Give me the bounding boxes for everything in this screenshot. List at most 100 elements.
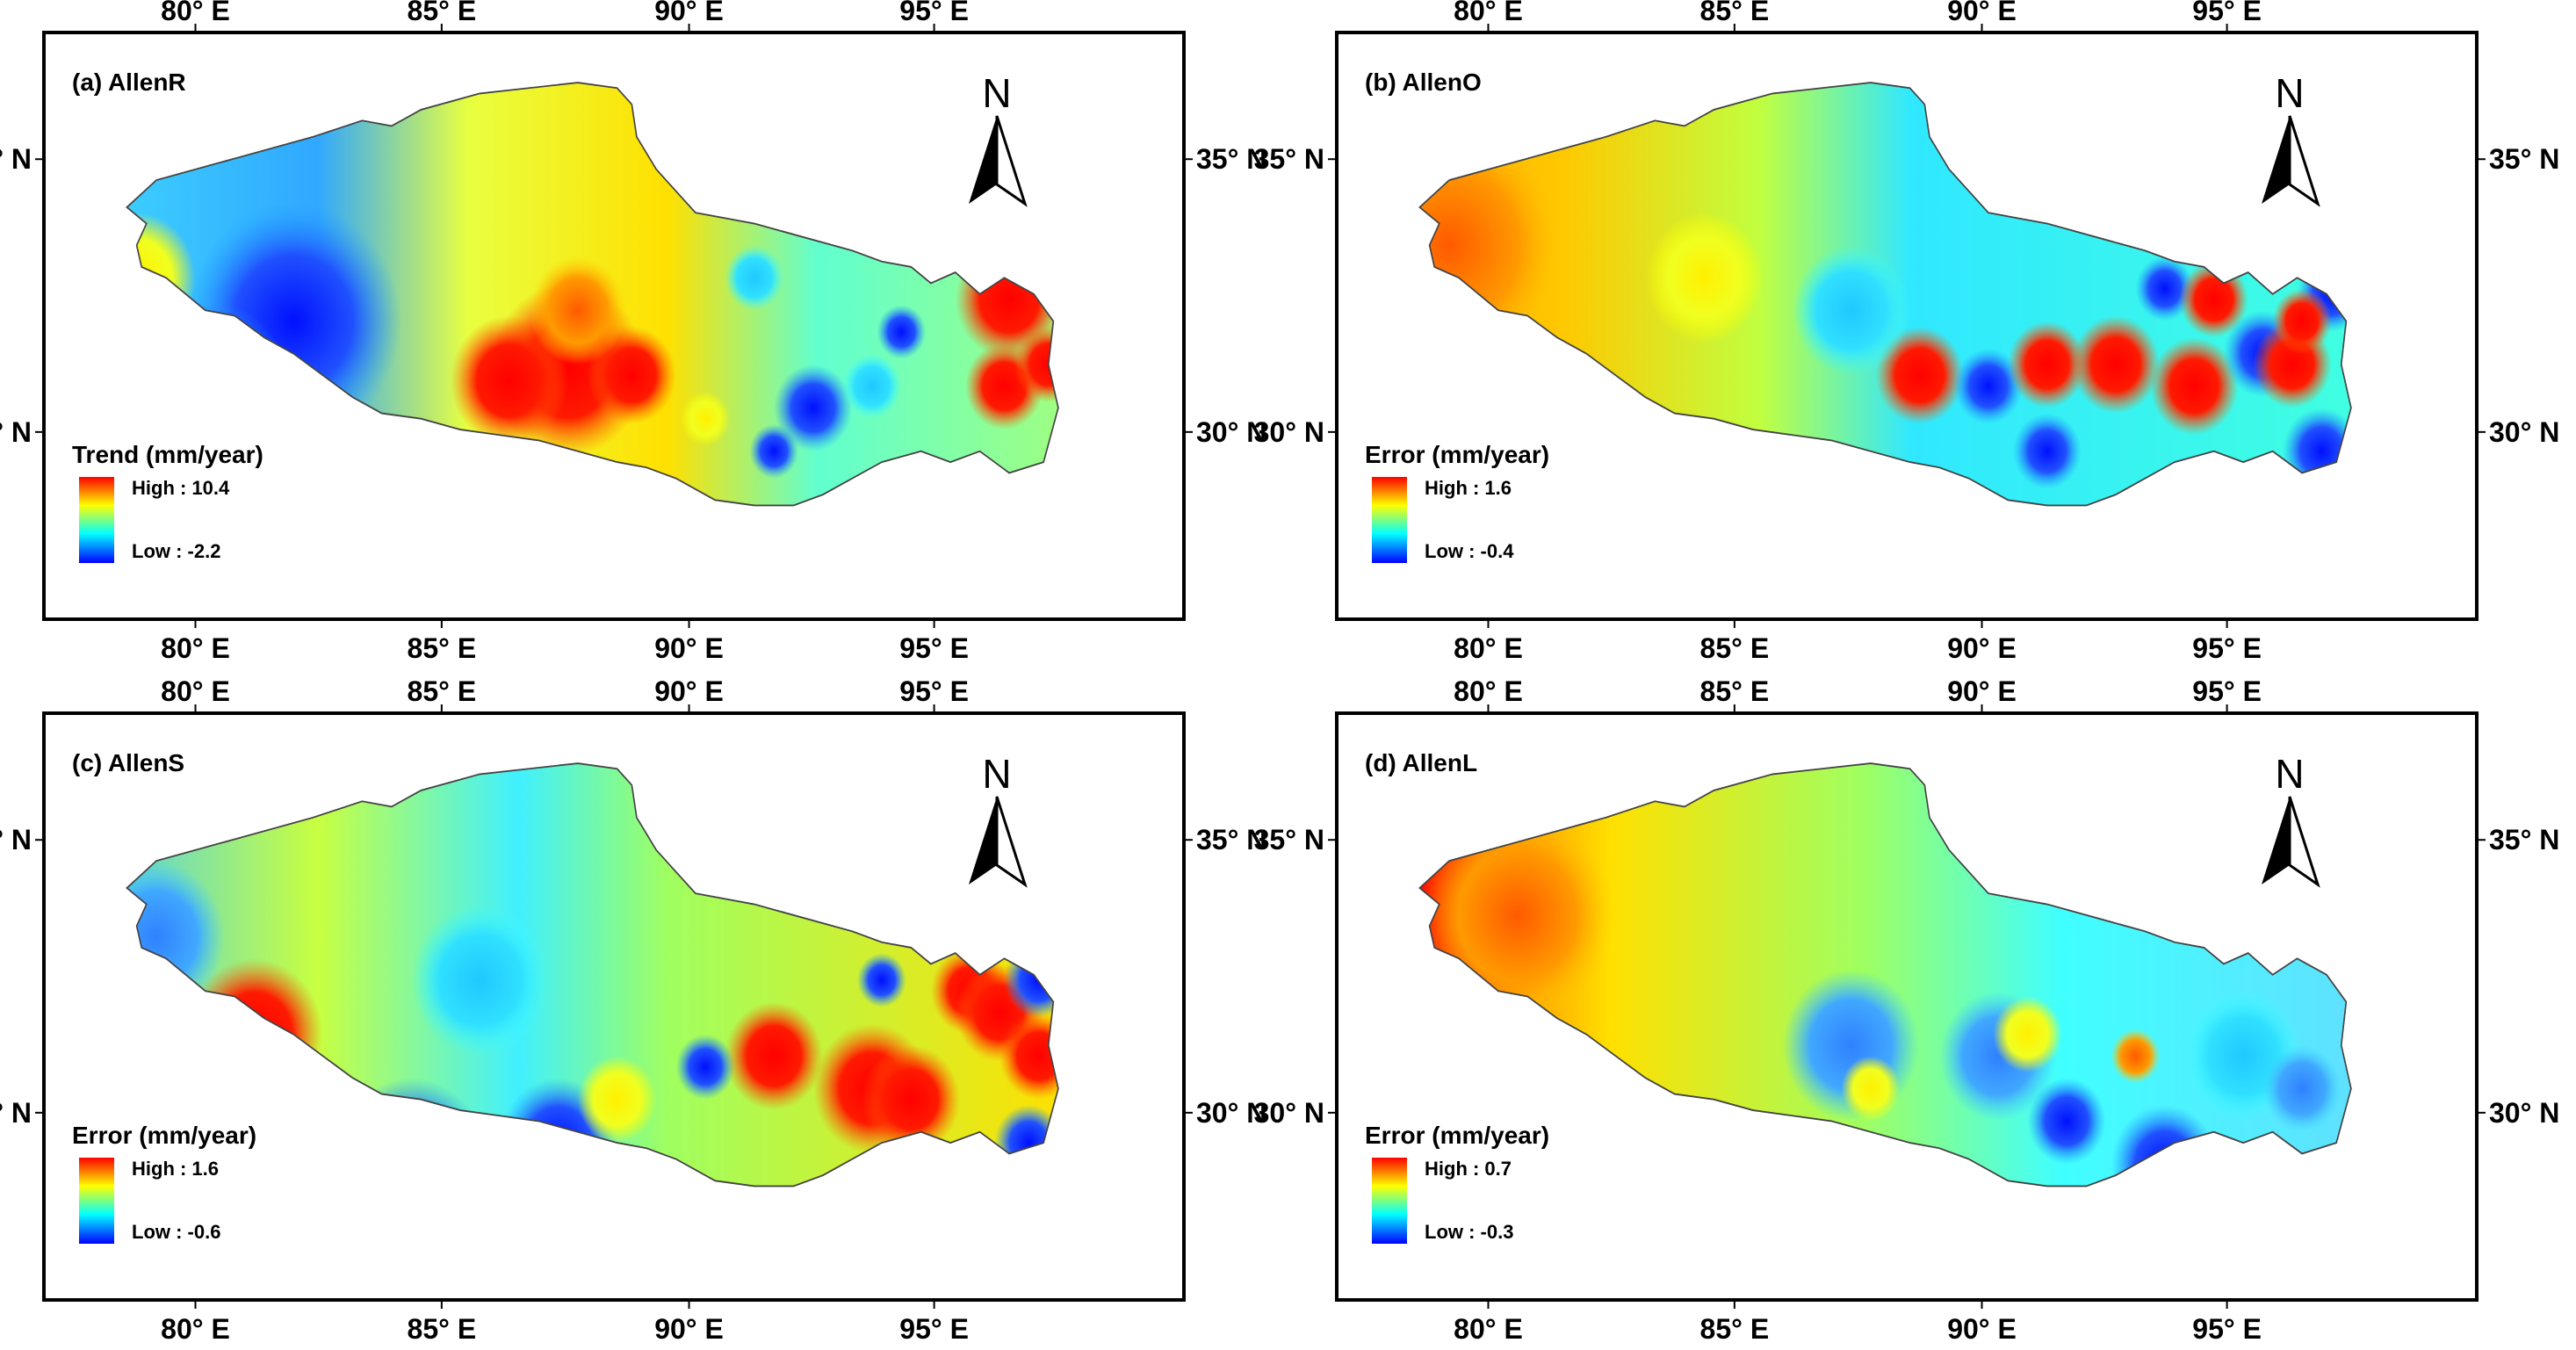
longitude-label-bottom: 80° E <box>1454 632 1523 664</box>
map-panel-a: 80° E 80° E 85° E 85° E 90° E 90° E 95° E 95° E… <box>0 0 1266 664</box>
longitude-label-bottom: 95° E <box>2192 1313 2262 1345</box>
north-letter: N <box>2275 70 2304 116</box>
interpolation-hotspot <box>675 1034 735 1100</box>
legend-low-label: Low : -0.4 <box>1425 540 1514 562</box>
latitude-label-left: 35° N <box>0 143 32 175</box>
longitude-label-bottom: 90° E <box>1947 632 2017 664</box>
interpolation-hotspot <box>749 423 799 479</box>
interpolation-hotspot <box>2012 413 2082 489</box>
longitude-label-bottom: 95° E <box>899 1313 969 1345</box>
longitude-label-bottom: 85° E <box>1700 632 1770 664</box>
latitude-label-right: 30° N <box>2489 416 2559 448</box>
map-panel-b: 80° E 80° E 85° E 85° E 90° E 90° E 95° E 95° E… <box>1254 0 2560 664</box>
longitude-label-bottom: 80° E <box>161 1313 230 1345</box>
interpolation-hotspot <box>2272 288 2332 354</box>
longitude-label-top: 80° E <box>161 0 230 26</box>
longitude-label-top: 95° E <box>2192 0 2262 26</box>
longitude-label-top: 90° E <box>654 0 724 26</box>
north-letter: N <box>982 70 1011 116</box>
interpolation-hotspot <box>1645 213 1764 343</box>
interpolation-hotspot <box>862 1045 961 1154</box>
color-legend: Trend (mm/year) High : 10.4 Low : -2.2 <box>72 441 263 563</box>
longitude-label-bottom: 90° E <box>1947 1313 2017 1345</box>
legend-low-label: Low : -0.6 <box>132 1221 220 1243</box>
longitude-label-top: 85° E <box>1700 675 1770 707</box>
longitude-label-bottom: 85° E <box>1700 1313 1770 1345</box>
interpolation-hotspot <box>725 1001 824 1111</box>
legend-high-label: High : 10.4 <box>132 477 230 499</box>
color-legend: Error (mm/year) High : 0.7 Low : -0.3 <box>1365 1122 1549 1244</box>
interpolation-hotspot <box>2027 1078 2106 1165</box>
interpolation-hotspot <box>774 365 853 451</box>
latitude-label-right: 35° N <box>2489 824 2559 855</box>
color-legend: Error (mm/year) High : 1.6 Low : -0.4 <box>1365 441 1549 563</box>
interpolation-hotspot <box>857 953 906 1007</box>
north-arrow-icon: N <box>969 70 1028 207</box>
interpolation-hotspot <box>999 1012 1058 1100</box>
panel-title: (a) AllenR <box>72 69 186 96</box>
interpolation-hotspot <box>411 904 549 1057</box>
map-panel-c: 80° E 80° E 85° E 85° E 90° E 90° E 95° E 95° E… <box>0 675 1266 1345</box>
latitude-label-left: 30° N <box>0 416 32 448</box>
legend-title: Error (mm/year) <box>1365 1122 1549 1149</box>
panel-title: (b) AllenO <box>1365 69 1482 96</box>
latitude-label-right: 35° N <box>2489 143 2559 175</box>
interpolation-hotspot <box>2150 337 2239 436</box>
longitude-label-bottom: 80° E <box>1454 1313 1523 1345</box>
interpolation-hotspot <box>1953 348 2023 424</box>
panel-title: (c) AllenS <box>72 749 184 776</box>
latitude-label-left: 30° N <box>0 1097 32 1129</box>
longitude-label-top: 80° E <box>1454 675 1523 707</box>
interpolation-hotspot <box>529 256 627 365</box>
latitude-label-right: 30° N <box>1196 416 1266 448</box>
color-legend: Error (mm/year) High : 1.6 Low : -0.6 <box>72 1122 256 1244</box>
latitude-label-right: 30° N <box>2489 1097 2559 1129</box>
interpolation-hotspot <box>1419 115 1567 376</box>
longitude-label-top: 95° E <box>899 675 969 707</box>
interpolation-hotspot <box>2135 256 2195 321</box>
longitude-label-top: 85° E <box>1700 0 1770 26</box>
longitude-label-top: 80° E <box>1454 0 1523 26</box>
legend-low-label: Low : -0.3 <box>1425 1221 1513 1243</box>
longitude-label-bottom: 95° E <box>2192 632 2262 664</box>
legend-color-ramp <box>1372 477 1407 563</box>
legend-color-ramp <box>79 477 114 563</box>
longitude-label-top: 80° E <box>161 675 230 707</box>
interpolation-hotspot <box>842 353 902 419</box>
legend-title: Error (mm/year) <box>72 1122 256 1149</box>
legend-high-label: High : 1.6 <box>1425 477 1512 499</box>
latitude-label-right: 35° N <box>1196 824 1266 855</box>
legend-high-label: High : 0.7 <box>1425 1158 1512 1180</box>
interpolation-hotspot <box>681 391 730 446</box>
interpolation-hotspot <box>2111 1029 2161 1084</box>
interpolation-hotspot <box>126 861 226 1013</box>
north-arrow-icon: N <box>2262 751 2320 888</box>
legend-title: Trend (mm/year) <box>72 441 263 468</box>
longitude-label-top: 85° E <box>408 675 477 707</box>
longitude-label-bottom: 90° E <box>654 1313 724 1345</box>
interpolation-hotspot <box>2262 1045 2341 1132</box>
longitude-label-top: 90° E <box>654 675 724 707</box>
latitude-label-left: 30° N <box>1254 416 1324 448</box>
longitude-label-bottom: 95° E <box>899 632 969 664</box>
longitude-label-top: 90° E <box>1947 0 2017 26</box>
legend-title: Error (mm/year) <box>1365 441 1549 468</box>
latitude-label-left: 35° N <box>1254 824 1324 855</box>
panel-title: (d) AllenL <box>1365 749 1477 776</box>
interpolation-hotspot <box>577 1056 657 1144</box>
north-letter: N <box>2275 751 2304 797</box>
north-arrow-icon: N <box>2262 70 2320 207</box>
longitude-label-top: 95° E <box>2192 675 2262 707</box>
interpolation-hotspot <box>877 305 927 359</box>
interpolation-hotspot <box>2008 321 2087 408</box>
latitude-label-left: 35° N <box>1254 143 1324 175</box>
legend-color-ramp <box>1372 1158 1407 1244</box>
north-letter: N <box>982 751 1011 797</box>
north-arrow-icon: N <box>969 751 1028 888</box>
interpolation-hotspot <box>450 315 568 446</box>
legend-high-label: High : 1.6 <box>132 1158 219 1180</box>
latitude-label-left: 30° N <box>1254 1097 1324 1129</box>
latitude-label-right: 35° N <box>1196 143 1266 175</box>
longitude-label-bottom: 90° E <box>654 632 724 664</box>
